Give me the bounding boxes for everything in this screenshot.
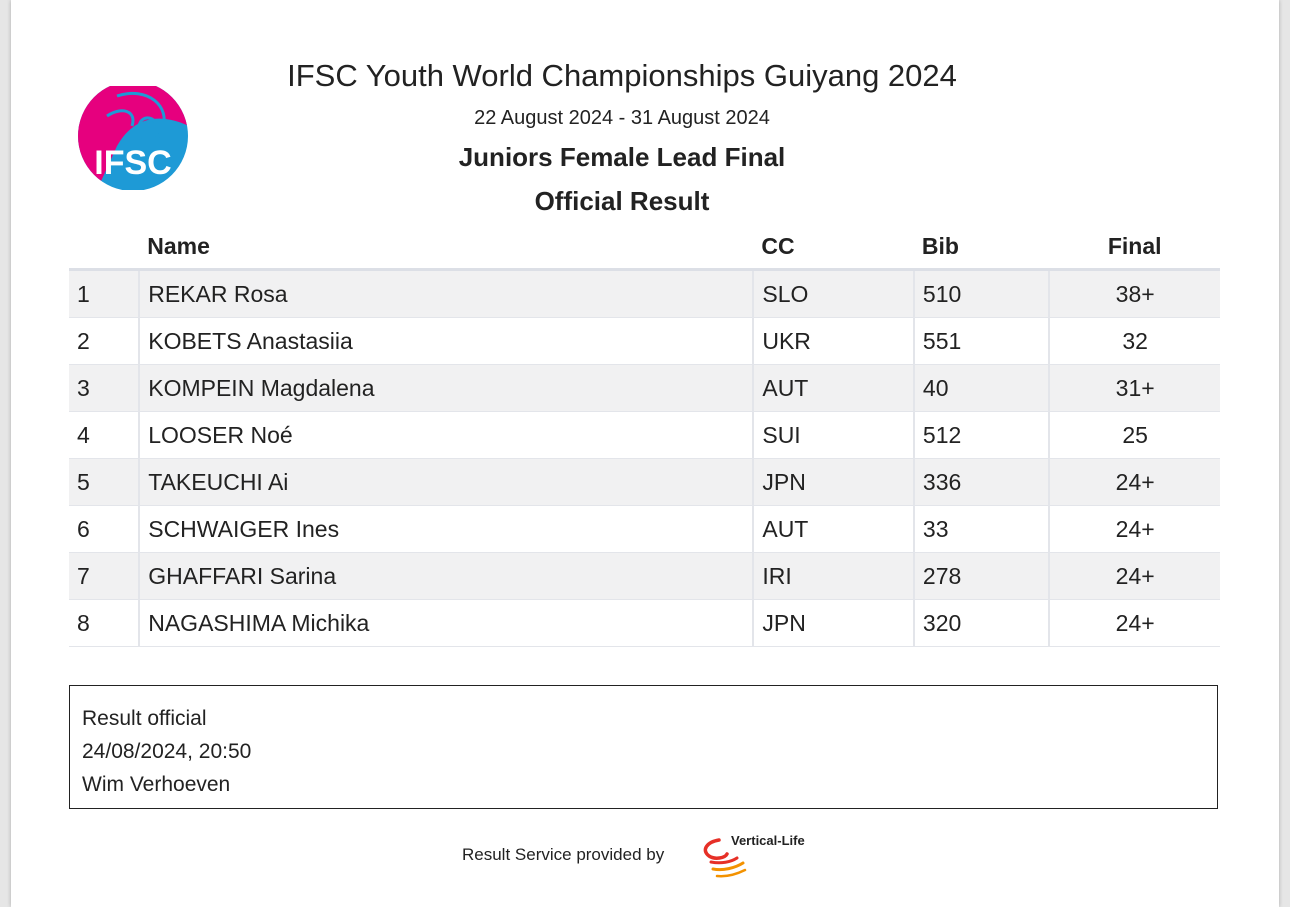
name-cell: LOOSER Noé — [139, 411, 755, 459]
cc-cell: JPN — [753, 458, 915, 506]
page-title: IFSC Youth World Championships Guiyang 2… — [287, 58, 957, 93]
column-header-cc: CC — [753, 224, 914, 271]
name-cell: TAKEUCHI Ai — [139, 458, 755, 506]
results-table: Name CC Bib Final 1 REKAR Rosa SLO 510 3… — [69, 224, 1220, 647]
rank-cell: 8 — [69, 599, 141, 647]
rank-cell: 6 — [69, 505, 141, 553]
rank-cell: 4 — [69, 411, 141, 459]
bib-cell: 512 — [913, 411, 1051, 459]
column-header-bib: Bib — [913, 224, 1050, 271]
event-name: Juniors Female Lead Final — [458, 142, 786, 172]
cc-cell: SLO — [753, 269, 915, 318]
vertical-life-logo-icon — [703, 838, 747, 878]
rank-cell: 3 — [69, 364, 141, 412]
name-cell: SCHWAIGER Ines — [139, 505, 755, 553]
final-cell: 32 — [1049, 317, 1220, 365]
column-header-final: Final — [1049, 224, 1220, 271]
footer-credit: Result Service provided by — [462, 845, 665, 864]
rank-cell: 2 — [69, 317, 141, 365]
table-row: 7 GHAFFARI Sarina IRI 278 24+ — [69, 552, 1220, 600]
column-header-rank — [69, 224, 140, 271]
official-status-text: Result official — [82, 707, 207, 730]
table-row: 5 TAKEUCHI Ai JPN 336 24+ — [69, 458, 1220, 506]
name-cell: NAGASHIMA Michika — [139, 599, 755, 647]
event-dates: 22 August 2024 - 31 August 2024 — [474, 107, 770, 129]
bib-cell: 278 — [913, 552, 1051, 600]
table-header-row: Name CC Bib Final — [69, 224, 1220, 271]
cc-cell: UKR — [753, 317, 915, 365]
table-row: 6 SCHWAIGER Ines AUT 33 24+ — [69, 505, 1220, 553]
cc-cell: JPN — [753, 599, 915, 647]
table-row: 8 NAGASHIMA Michika JPN 320 24+ — [69, 599, 1220, 647]
bib-cell: 551 — [913, 317, 1051, 365]
bib-cell: 40 — [913, 364, 1051, 412]
cc-cell: SUI — [753, 411, 915, 459]
column-header-name: Name — [139, 224, 754, 271]
bib-cell: 510 — [913, 269, 1051, 318]
cc-cell: AUT — [753, 364, 915, 412]
final-cell: 24+ — [1049, 552, 1220, 600]
official-signatory: Wim Verhoeven — [82, 773, 231, 796]
name-cell: GHAFFARI Sarina — [139, 552, 755, 600]
bib-cell: 336 — [913, 458, 1051, 506]
table-row: 3 KOMPEIN Magdalena AUT 40 31+ — [69, 364, 1220, 412]
final-cell: 31+ — [1049, 364, 1220, 412]
bib-cell: 33 — [913, 505, 1051, 553]
final-cell: 38+ — [1049, 269, 1220, 318]
name-cell: KOMPEIN Magdalena — [139, 364, 755, 412]
name-cell: REKAR Rosa — [139, 269, 755, 318]
table-row: 2 KOBETS Anastasiia UKR 551 32 — [69, 317, 1220, 365]
final-cell: 24+ — [1049, 458, 1220, 506]
rank-cell: 5 — [69, 458, 141, 506]
name-cell: KOBETS Anastasiia — [139, 317, 755, 365]
official-timestamp: 24/08/2024, 20:50 — [82, 740, 252, 763]
vertical-life-logo-text: Vertical-Life — [731, 833, 805, 848]
table-row: 4 LOOSER Noé SUI 512 25 — [69, 411, 1220, 459]
ifsc-logo-text: IFSC — [94, 144, 171, 182]
table-row: 1 REKAR Rosa SLO 510 38+ — [69, 269, 1220, 318]
final-cell: 24+ — [1049, 505, 1220, 553]
final-cell: 25 — [1049, 411, 1220, 459]
rank-cell: 7 — [69, 552, 141, 600]
final-cell: 24+ — [1049, 599, 1220, 647]
cc-cell: AUT — [753, 505, 915, 553]
result-status: Official Result — [534, 186, 710, 216]
rank-cell: 1 — [69, 269, 141, 318]
bib-cell: 320 — [913, 599, 1051, 647]
ifsc-logo: IFSC — [78, 86, 188, 190]
official-result-box: Result official 24/08/2024, 20:50 Wim Ve… — [69, 685, 1218, 809]
cc-cell: IRI — [753, 552, 915, 600]
result-page: IFSC IFSC Youth World Championships Guiy… — [11, 0, 1279, 907]
